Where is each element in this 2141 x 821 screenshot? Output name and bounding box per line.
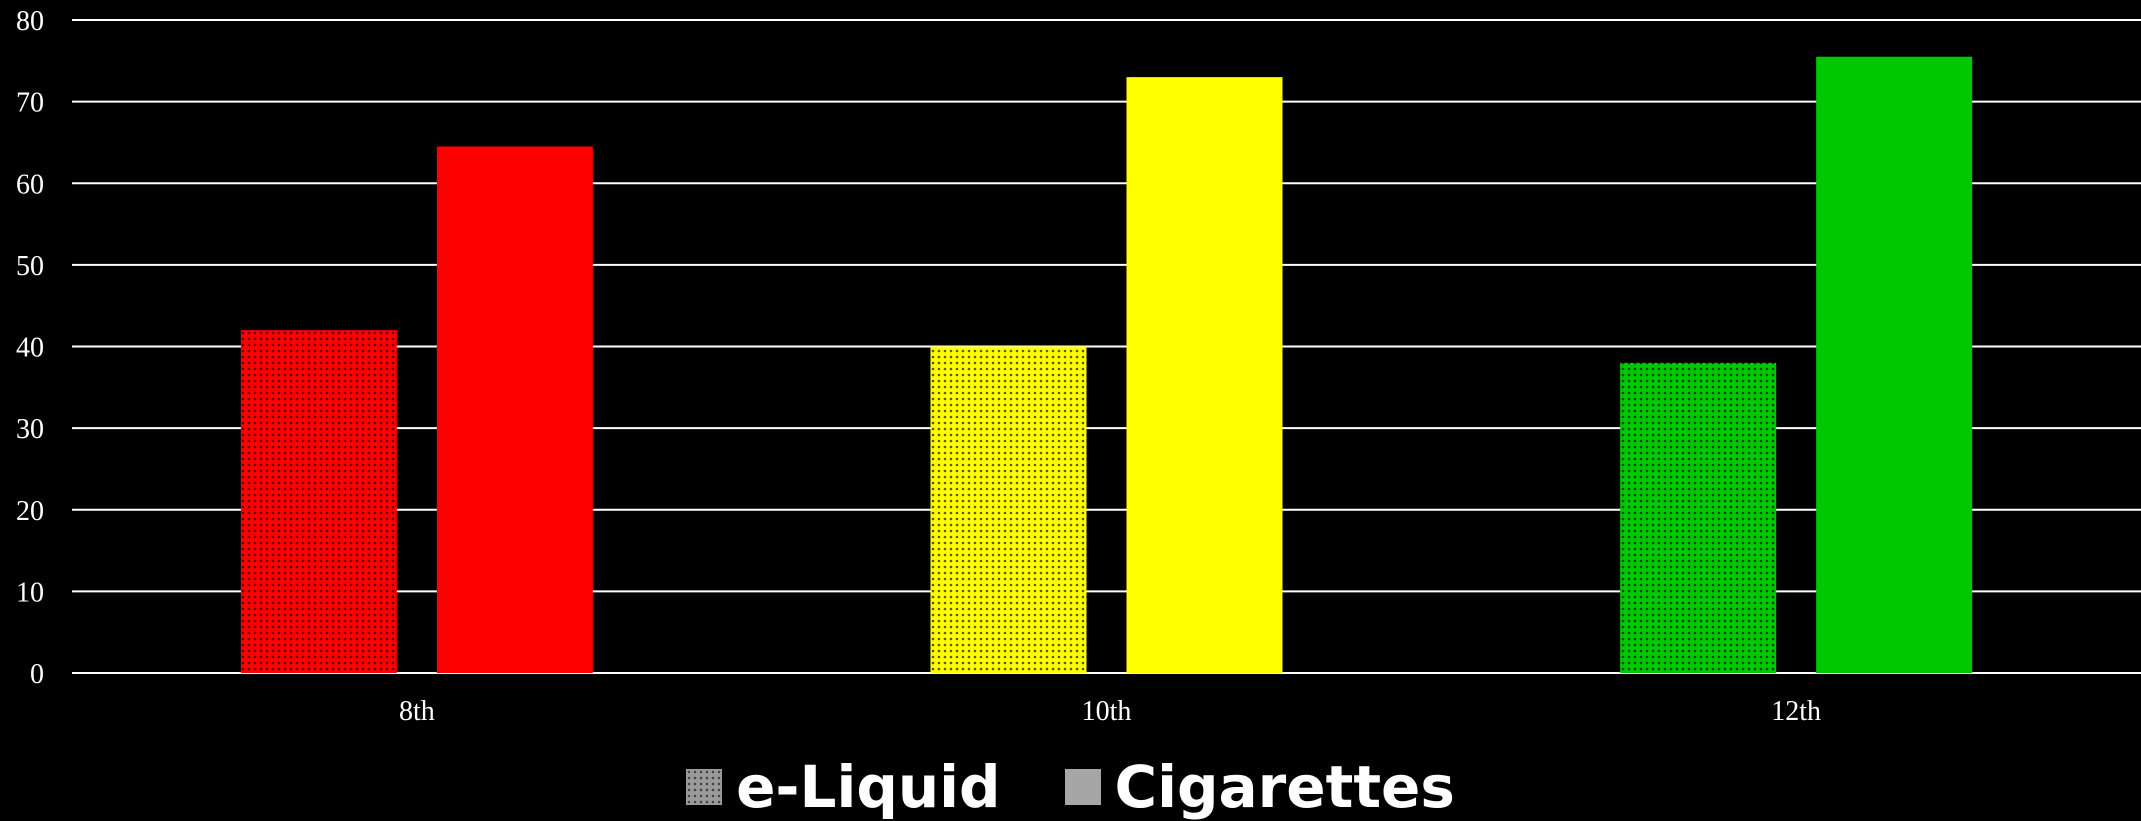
x-tick-label: 12th bbox=[1771, 696, 1821, 727]
legend-item-cigarettes[interactable]: Cigarettes bbox=[1064, 752, 1455, 821]
y-axis: 0 10 20 30 40 50 60 70 80 bbox=[16, 6, 44, 690]
bar-cigarettes-12th bbox=[1816, 56, 1973, 673]
y-tick-label: 80 bbox=[16, 6, 44, 37]
bar-e-liquid-8th bbox=[240, 330, 397, 673]
y-tick-label: 30 bbox=[16, 414, 44, 445]
y-tick-label: 40 bbox=[16, 333, 44, 364]
gridlines bbox=[72, 19, 2141, 674]
y-tick-label: 20 bbox=[16, 496, 44, 527]
y-tick-label: 70 bbox=[16, 88, 44, 119]
legend-swatch-dotted bbox=[686, 768, 723, 805]
legend-item-e-liquid[interactable]: e-Liquid bbox=[686, 752, 1001, 821]
legend: e-Liquid Cigarettes bbox=[0, 752, 2141, 821]
x-tick-label: 10th bbox=[1082, 696, 1132, 727]
bars bbox=[240, 56, 1973, 674]
bar-cigarettes-10th bbox=[1126, 77, 1283, 673]
bar-cigarettes-8th bbox=[436, 146, 593, 674]
x-tick-label: 8th bbox=[399, 696, 435, 727]
legend-label: e-Liquid bbox=[736, 752, 1001, 821]
legend-swatch-solid bbox=[1064, 768, 1101, 805]
y-tick-label: 50 bbox=[16, 251, 44, 282]
bar-e-liquid-10th bbox=[930, 346, 1087, 673]
y-tick-label: 0 bbox=[30, 659, 44, 690]
bar-e-liquid-12th bbox=[1620, 362, 1777, 673]
legend-label: Cigarettes bbox=[1114, 752, 1455, 821]
y-tick-label: 10 bbox=[16, 577, 44, 608]
x-axis: 8th 10th 12th bbox=[399, 696, 1821, 727]
y-tick-label: 60 bbox=[16, 169, 44, 200]
